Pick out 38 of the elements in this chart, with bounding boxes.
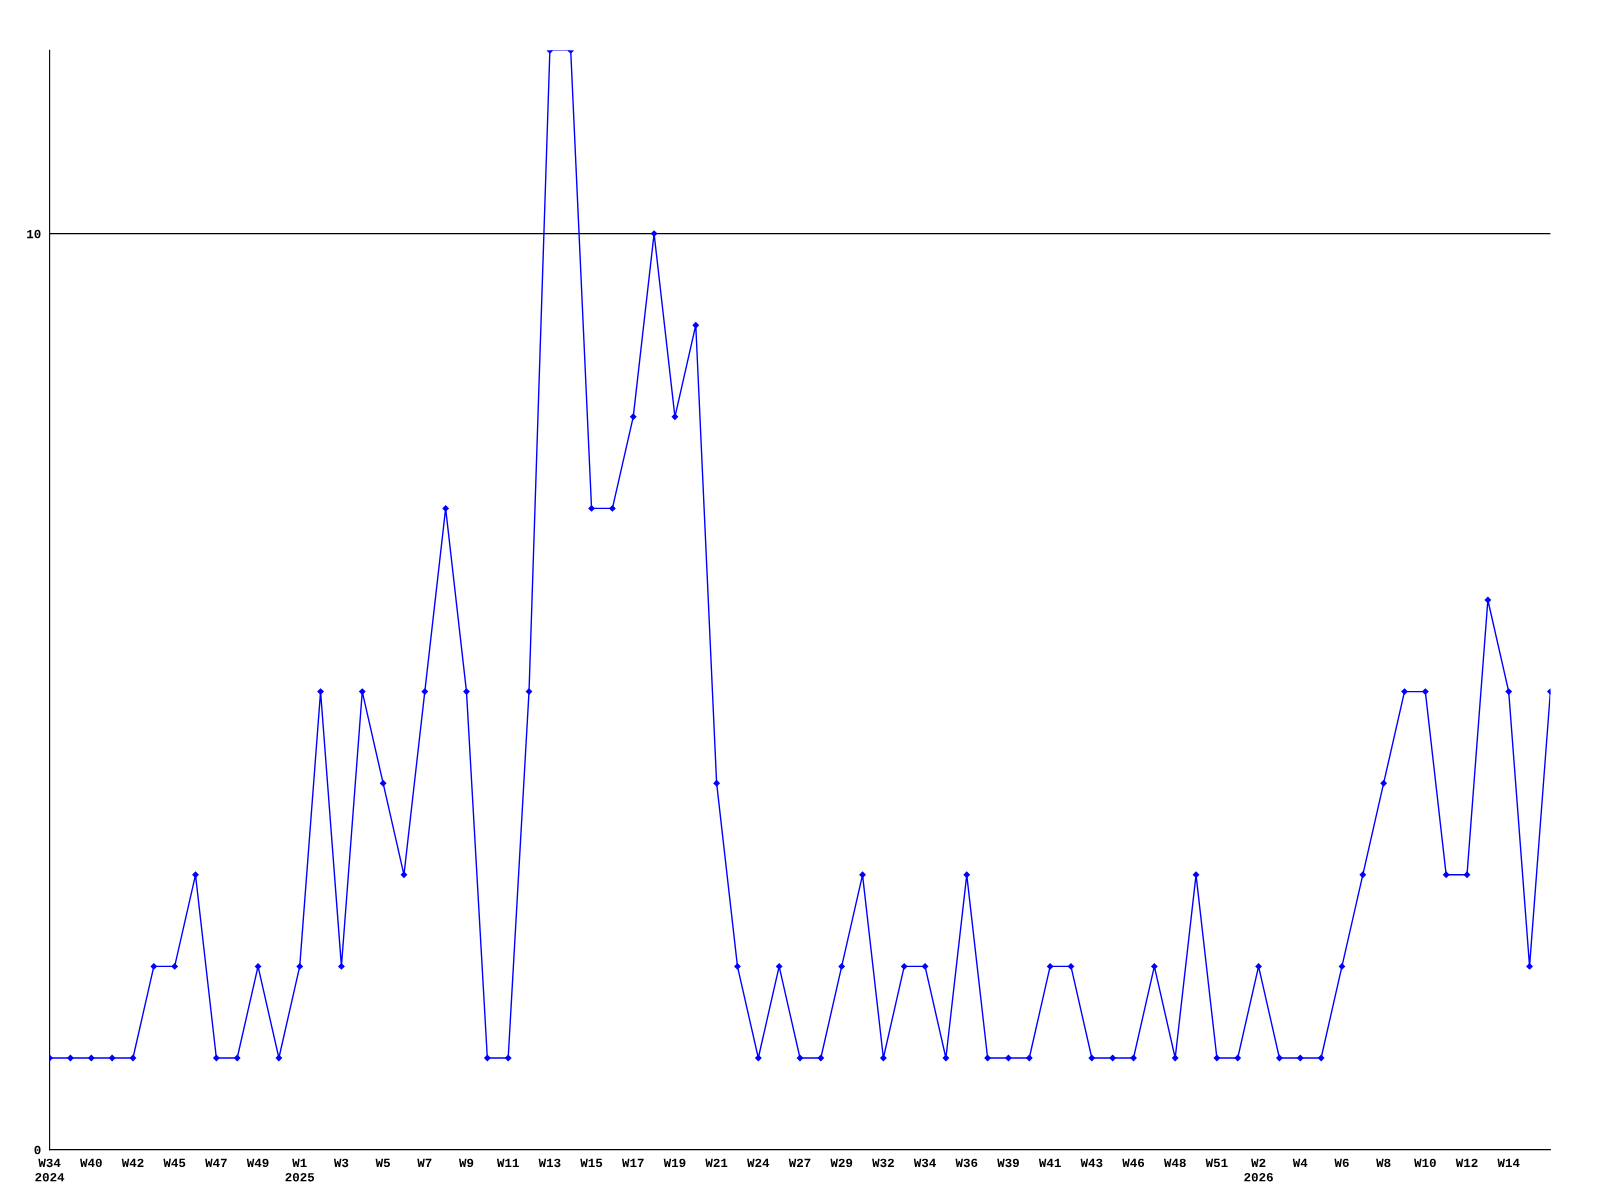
x-tick-label: W36 — [955, 1158, 978, 1168]
x-tick-label: W15 — [580, 1158, 603, 1168]
x-tick-label: W17 — [621, 1158, 644, 1167]
x-tick-label: W27 — [788, 1158, 811, 1167]
x-tick-label: W51 — [1205, 1158, 1228, 1168]
x-tick-label: W24 — [747, 1158, 770, 1167]
x-tick-label: W12 — [1455, 1158, 1478, 1167]
x-tick-label: W19 — [663, 1158, 686, 1168]
x-tick-label: W5 — [375, 1158, 390, 1168]
y-tick-label: 0 — [34, 1145, 41, 1155]
y-tick-label: 10 — [27, 229, 41, 239]
x-tick-label: W7 — [417, 1158, 432, 1167]
x-tick-label: W1 2025 — [285, 1158, 315, 1182]
x-tick-label: W34 2024 — [35, 1158, 65, 1182]
x-tick-label: W11 — [496, 1158, 519, 1167]
x-tick-label: W8 — [1376, 1158, 1391, 1168]
x-tick-label: W13 — [538, 1158, 561, 1168]
x-tick-label: W21 — [705, 1158, 728, 1167]
x-tick-label: W34 — [913, 1158, 936, 1168]
x-tick-label: W40 — [80, 1158, 102, 1168]
x-tick-label: W4 — [1292, 1158, 1308, 1167]
x-tick-label: W43 — [1080, 1158, 1103, 1168]
x-tick-label: W6 — [1334, 1158, 1349, 1168]
x-tick-label: W46 — [1122, 1158, 1145, 1168]
x-tick-label: W14 — [1497, 1158, 1520, 1167]
x-tick-label: W3 — [333, 1158, 349, 1168]
x-tick-label: W49 — [246, 1158, 269, 1168]
x-tick-label: W48 — [1163, 1158, 1186, 1168]
x-tick-label: W39 — [997, 1158, 1019, 1168]
x-tick-label: W9 — [458, 1158, 474, 1168]
x-tick-label: W47 — [205, 1158, 227, 1167]
x-tick-label: W41 — [1038, 1158, 1061, 1167]
x-tick-label: W2 2026 — [1244, 1158, 1273, 1182]
x-tick-label: W45 — [163, 1158, 186, 1168]
x-tick-label: W10 — [1414, 1158, 1436, 1168]
x-tick-label: W42 — [121, 1158, 144, 1167]
x-tick-label: W29 — [830, 1158, 853, 1168]
x-tick-label: W32 — [872, 1158, 894, 1168]
